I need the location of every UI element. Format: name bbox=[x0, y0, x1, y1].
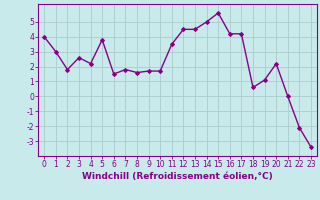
X-axis label: Windchill (Refroidissement éolien,°C): Windchill (Refroidissement éolien,°C) bbox=[82, 172, 273, 181]
